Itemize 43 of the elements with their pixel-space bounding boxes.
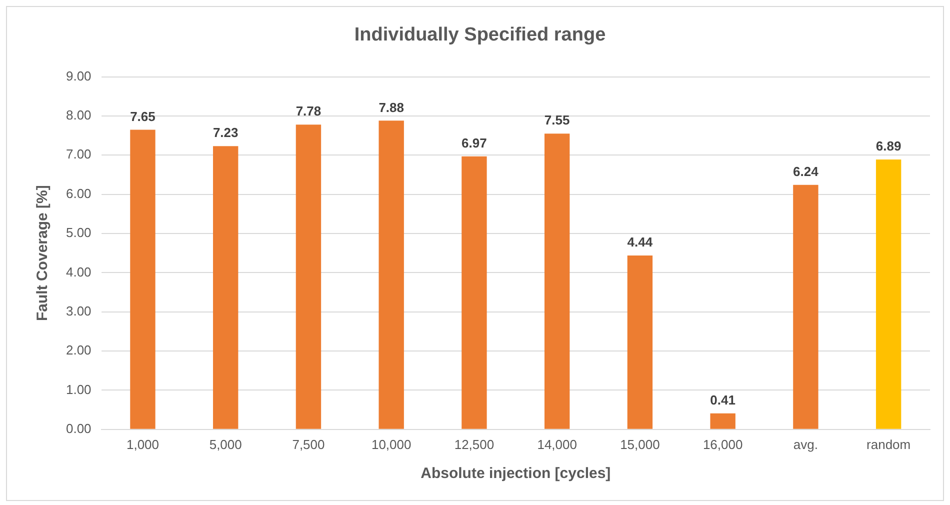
x-tick-label: 15,000 [620, 436, 660, 452]
x-tick-label: 10,000 [371, 436, 412, 452]
data-label: 6.24 [793, 164, 820, 180]
bar [130, 130, 156, 429]
y-tick-label: 7.00 [66, 146, 92, 162]
y-tick-label: 9.00 [66, 68, 92, 84]
y-tick-label: 2.00 [66, 342, 92, 358]
x-tick-label: 12,500 [454, 436, 494, 452]
data-label: 7.88 [378, 100, 404, 115]
bar [876, 159, 902, 429]
x-tick-label: random [866, 436, 911, 452]
x-tick-label: 16,000 [702, 436, 743, 452]
bar [213, 146, 238, 429]
x-tick-label: 5,000 [209, 436, 242, 452]
x-tick-label: 7,500 [292, 436, 325, 452]
bar [627, 255, 653, 429]
y-tick-label: 6.00 [66, 186, 92, 201]
bar [793, 184, 818, 429]
y-tick-label: 0.00 [66, 420, 92, 436]
data-label: 7.23 [212, 125, 238, 140]
y-axis-title: Fault Coverage [%] [34, 185, 52, 322]
data-label: 6.97 [462, 135, 487, 150]
y-tick-label: 1.00 [66, 382, 92, 397]
chart-title: Individually Specified range [354, 24, 606, 46]
data-label: 7.78 [296, 104, 322, 119]
data-label: 7.65 [130, 108, 156, 124]
data-label: 7.55 [544, 112, 570, 128]
bar [296, 124, 322, 429]
bar [378, 120, 404, 429]
x-tick-label: 14,000 [537, 436, 577, 452]
data-label: 4.44 [627, 234, 654, 250]
x-axis-title: Absolute injection [cycles] [420, 465, 611, 482]
bar [710, 413, 736, 429]
data-label: 0.41 [710, 392, 736, 408]
data-label: 6.89 [876, 138, 902, 154]
y-tick-label: 4.00 [66, 264, 92, 280]
bar [544, 134, 570, 429]
y-tick-label: 8.00 [66, 108, 92, 123]
x-tick-label: avg. [793, 436, 818, 452]
bar [462, 156, 487, 429]
y-tick-label: 3.00 [66, 303, 92, 318]
x-tick-label: 1,000 [126, 436, 160, 452]
y-tick-label: 5.00 [66, 225, 92, 240]
